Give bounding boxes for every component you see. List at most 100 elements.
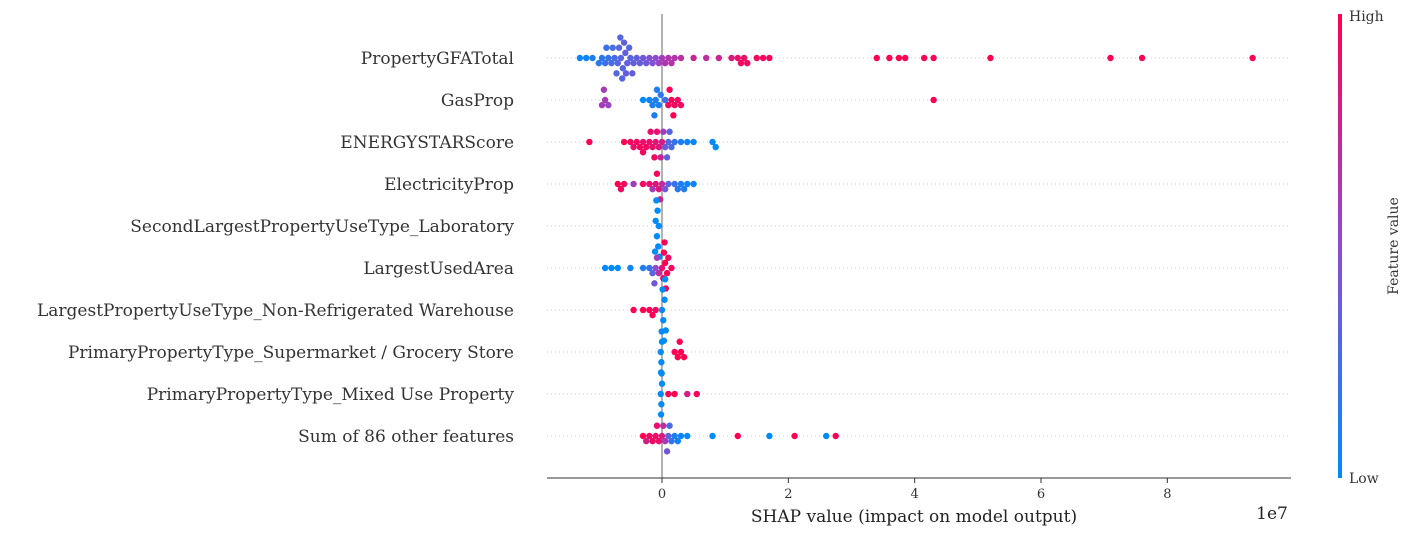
data-point (666, 86, 673, 93)
data-point (589, 54, 596, 62)
data-point (693, 390, 700, 398)
feature-label: Sum of 86 other features (298, 427, 514, 447)
data-point (657, 154, 664, 161)
data-point (649, 59, 656, 67)
data-point (649, 185, 656, 193)
data-point (603, 44, 610, 51)
data-point (646, 306, 653, 314)
data-point (654, 207, 661, 214)
data-point (658, 180, 666, 188)
data-point (660, 249, 668, 256)
data-point (895, 54, 903, 62)
colorbar-high-label: High (1349, 9, 1384, 25)
data-point (677, 348, 685, 356)
data-point (639, 138, 647, 146)
data-point (658, 338, 666, 345)
data-point (601, 96, 609, 104)
data-point (740, 54, 748, 62)
data-point (684, 432, 691, 440)
data-point (663, 448, 671, 455)
feature-label: PrimaryPropertyType_Mixed Use Property (147, 385, 515, 405)
data-point (653, 233, 661, 240)
data-point (668, 96, 675, 104)
data-point (617, 34, 624, 41)
data-point (639, 149, 647, 156)
data-point (639, 96, 647, 104)
data-point (668, 59, 675, 67)
data-point (677, 138, 685, 146)
data-point (658, 359, 665, 366)
data-point (791, 432, 798, 440)
data-point (600, 86, 608, 93)
data-point (652, 306, 659, 314)
data-point (712, 143, 719, 151)
data-point (671, 138, 678, 146)
data-point (930, 96, 937, 104)
colorbar-title: Feature value (1386, 197, 1402, 295)
data-point (766, 54, 773, 62)
feature-label: PrimaryPropertyType_Supermarket / Grocer… (68, 343, 514, 363)
data-point (715, 54, 723, 62)
data-point (671, 180, 678, 188)
data-point (674, 437, 681, 445)
data-point (728, 54, 735, 62)
data-point (601, 264, 609, 272)
data-point (661, 259, 669, 267)
data-point (737, 59, 745, 67)
data-point (620, 138, 628, 146)
data-point (677, 54, 685, 62)
data-point (660, 128, 667, 135)
data-point (661, 96, 669, 104)
data-point (655, 269, 663, 277)
x-tick-label: 0 (658, 487, 666, 502)
data-point (614, 59, 621, 67)
data-point (601, 59, 609, 67)
data-point (657, 390, 664, 398)
colorbar (1338, 14, 1342, 478)
data-point (666, 128, 673, 135)
data-point (668, 437, 675, 445)
feature-label: LargestUsedArea (363, 259, 514, 279)
data-point (690, 54, 697, 62)
x-axis: 0 2 4 6 8 (547, 477, 1291, 502)
data-point (709, 432, 716, 440)
data-point (630, 59, 637, 67)
data-point (633, 138, 640, 146)
data-point (655, 222, 663, 230)
feature-label: LargestPropertyUseType_Non-Refrigerated … (37, 301, 514, 321)
data-point (665, 138, 672, 146)
data-point (658, 401, 665, 408)
data-point (655, 185, 663, 193)
feature-labels: PropertyGFATotal GasProp ENERGYSTARScore El… (37, 49, 514, 447)
x-axis-title: SHAP value (impact on model output) (751, 507, 1077, 527)
data-point (668, 143, 675, 151)
data-point (639, 180, 647, 188)
data-point (987, 54, 994, 62)
data-point (823, 432, 830, 440)
data-point (598, 101, 606, 109)
data-point (651, 112, 658, 119)
data-point (608, 59, 615, 67)
data-point (620, 39, 628, 46)
data-point (658, 306, 666, 314)
data-point (734, 432, 741, 440)
x-tick-label: 4 (911, 487, 919, 502)
data-point (651, 280, 658, 287)
data-point (663, 269, 671, 277)
data-point (832, 432, 839, 440)
data-point (677, 101, 685, 109)
data-point (657, 411, 665, 418)
data-point (620, 180, 628, 188)
data-point (658, 432, 666, 440)
data-point (614, 264, 621, 272)
data-point (655, 59, 663, 67)
data-point (657, 348, 664, 356)
data-point (658, 264, 666, 272)
data-point (666, 422, 673, 429)
data-point (630, 180, 637, 188)
data-point (766, 432, 773, 440)
data-point (677, 432, 685, 440)
data-point (627, 264, 634, 272)
data-point (611, 54, 618, 62)
